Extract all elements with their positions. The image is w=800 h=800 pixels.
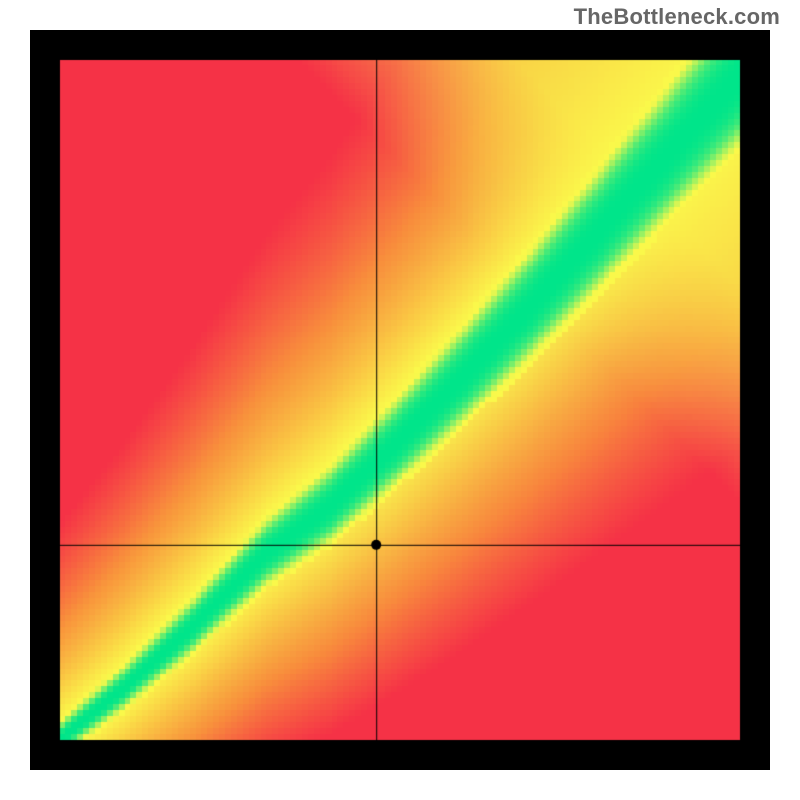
bottleneck-heatmap (30, 30, 770, 770)
watermark-text: TheBottleneck.com (574, 4, 780, 30)
